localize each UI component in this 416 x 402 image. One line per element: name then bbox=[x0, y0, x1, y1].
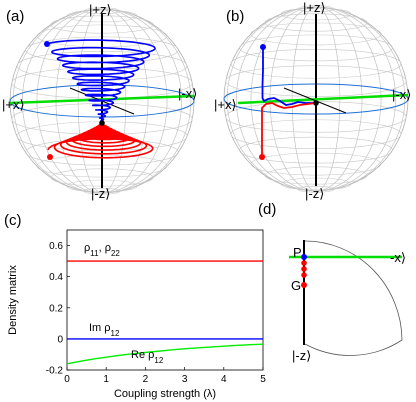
label-plus-x-a: |+x⟩ bbox=[2, 97, 25, 112]
y-tick-label: 0.6 bbox=[49, 241, 63, 252]
point-p-marker bbox=[301, 254, 307, 260]
point-g-label: G bbox=[291, 278, 301, 293]
start-point-lower-a bbox=[47, 154, 53, 160]
upper-trajectory-a bbox=[45, 39, 156, 124]
bloch-slice-d: (d) P G -x⟩ |-z⟩ bbox=[258, 201, 406, 363]
label-minus-x-b: |-x⟩ bbox=[392, 87, 411, 102]
slice-red-point bbox=[301, 266, 307, 272]
panel-label-d: (d) bbox=[258, 201, 276, 218]
slice-arc bbox=[304, 240, 403, 356]
plot-area bbox=[66, 229, 264, 371]
start-point-lower-b bbox=[259, 154, 265, 160]
panel-label-a: (a) bbox=[6, 8, 24, 25]
point-g-marker bbox=[301, 282, 307, 288]
start-point-upper-a bbox=[44, 41, 50, 47]
bloch-sphere-a: (a) |+z⟩ |-z⟩ |+x⟩ |-x⟩ bbox=[2, 2, 197, 201]
label-plus-z-b: |+z⟩ bbox=[303, 0, 326, 15]
slice-red-point bbox=[301, 272, 307, 278]
y-tick-label: -0.2 bbox=[46, 366, 64, 377]
x-axis-label: Coupling strength (λ) bbox=[114, 388, 216, 400]
y-axis-label: Density matrix bbox=[7, 265, 19, 335]
upper-trajectory-b bbox=[261, 47, 316, 106]
center-point-b bbox=[313, 100, 319, 106]
center-point-a bbox=[99, 120, 105, 126]
y-tick-label: 0 bbox=[57, 334, 63, 345]
longitude-line bbox=[12, 8, 192, 194]
label-minus-z-a: |-z⟩ bbox=[91, 186, 110, 201]
y-tick-label: 0.2 bbox=[49, 303, 63, 314]
density-matrix-chart: (c) 0 1 2 3 4 5-0.200.20.40.6 ρ11, ρ22 Im ρ12… bbox=[4, 212, 266, 400]
bloch-sphere-b: (b) |+z⟩ |-z⟩ |+x⟩ |-x⟩ bbox=[214, 0, 411, 201]
series-label-rho-diag: ρ11, ρ22 bbox=[84, 242, 120, 258]
x-tick-label: 1 bbox=[103, 374, 109, 385]
longitude-line bbox=[226, 6, 406, 192]
label-minus-z-b: |-z⟩ bbox=[305, 186, 324, 201]
lower-trajectory-a bbox=[47, 122, 154, 159]
series-line bbox=[66, 343, 264, 365]
start-point-upper-b bbox=[260, 44, 266, 50]
slice-minus-z-label: |-z⟩ bbox=[292, 348, 311, 363]
lower-trajectory-b bbox=[261, 102, 317, 156]
x-tick-label: 2 bbox=[143, 374, 149, 385]
x-axis-b bbox=[237, 93, 409, 105]
slice-red-point bbox=[301, 260, 307, 266]
x-tick-label: 4 bbox=[221, 374, 227, 385]
slice-minus-x-label: -x⟩ bbox=[390, 250, 406, 265]
chart-series bbox=[66, 260, 264, 365]
point-p-label: P bbox=[293, 245, 302, 260]
chart-ticks: 0 1 2 3 4 5-0.200.20.40.6 bbox=[46, 241, 266, 385]
panel-label-b: (b) bbox=[226, 8, 244, 25]
series-label-im-rho: Im ρ12 bbox=[89, 322, 120, 338]
panel-label-c: (c) bbox=[4, 212, 22, 229]
y-tick-label: 0.4 bbox=[49, 272, 63, 283]
label-plus-z-a: |+z⟩ bbox=[89, 2, 112, 17]
label-minus-x-a: |-x⟩ bbox=[178, 86, 197, 101]
label-plus-x-b: |+x⟩ bbox=[214, 97, 237, 112]
x-tick-label: 3 bbox=[182, 374, 188, 385]
x-tick-label: 5 bbox=[260, 374, 266, 385]
x-tick-label: 0 bbox=[64, 374, 70, 385]
